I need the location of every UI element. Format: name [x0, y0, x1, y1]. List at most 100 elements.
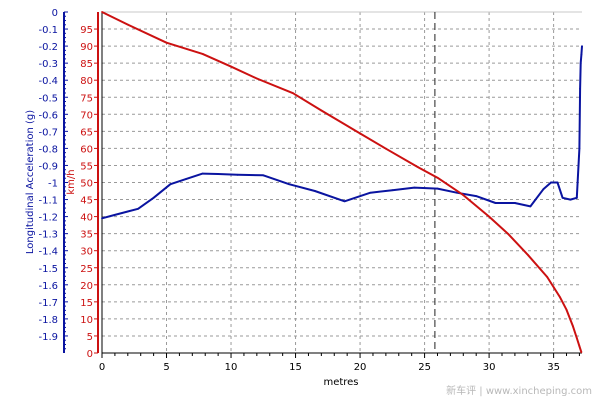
left-tick-label: -0.1 — [38, 25, 58, 36]
speed-point — [230, 65, 232, 68]
right-tick-label: 65 — [80, 127, 93, 138]
speed-point — [488, 215, 490, 218]
speed-point — [575, 337, 578, 339]
acceleration-point — [550, 181, 552, 184]
left-tick-label: -1.9 — [38, 332, 58, 343]
x-axis: 0 5 10 15 20 25 30 35 — [99, 353, 580, 373]
right-tick-label: 15 — [80, 298, 93, 309]
acceleration-point — [556, 181, 559, 184]
x-tick-label: 5 — [163, 362, 169, 373]
left-tick-label: -1.8 — [38, 315, 58, 326]
acceleration-point — [169, 183, 172, 186]
acceleration-point — [579, 87, 581, 90]
acceleration-point — [262, 174, 265, 177]
speed-point — [526, 253, 529, 256]
right-tick-label: 0 — [87, 349, 93, 360]
right-tick-label: 55 — [80, 161, 93, 172]
left-axis: 0 -0.1 -0.2 -0.3 -0.4 -0.5 -0.6 -0.7 -0.8 -0.9 -1 -… — [38, 8, 68, 353]
acceleration-point — [514, 202, 516, 204]
speed-point — [384, 147, 387, 150]
left-tick-label: -1.2 — [38, 213, 58, 224]
acceleration-point — [152, 196, 155, 199]
speed-point — [462, 194, 465, 197]
speed-point — [165, 41, 168, 44]
acceleration-point — [494, 202, 497, 204]
left-tick-label: -0.7 — [38, 127, 58, 138]
acceleration-point — [236, 173, 239, 176]
acceleration-point — [578, 147, 581, 150]
x-tick-label: 0 — [99, 362, 105, 373]
acceleration-series-line — [101, 46, 583, 220]
acceleration-point — [436, 187, 439, 190]
grid — [102, 12, 582, 353]
speed-point — [546, 276, 549, 278]
left-tick-label: -1.1 — [38, 196, 58, 207]
left-tick-label: 0 — [52, 8, 58, 19]
speed-point — [101, 11, 103, 13]
acceleration-point — [137, 207, 140, 210]
right-tick-label: 85 — [80, 59, 93, 70]
x-tick-label: 15 — [289, 362, 302, 373]
speed-point — [572, 325, 574, 328]
series-layer — [101, 11, 583, 354]
right-tick-label: 30 — [80, 247, 93, 258]
x-tick-label: 25 — [418, 362, 431, 373]
right-tick-label: 70 — [80, 110, 93, 121]
acceleration-point — [579, 62, 582, 65]
speed-point — [578, 345, 581, 348]
acceleration-point — [581, 45, 583, 47]
left-tick-label: -0.5 — [38, 93, 58, 104]
right-axis-title: km/h — [66, 169, 77, 194]
acceleration-point — [314, 190, 316, 192]
acceleration-point — [475, 195, 478, 198]
right-tick-label: 20 — [80, 281, 93, 292]
right-tick-label: 50 — [80, 179, 93, 190]
left-tick-label: -0.4 — [38, 76, 58, 87]
right-tick-label: 60 — [80, 144, 93, 155]
right-tick-label: 95 — [80, 25, 93, 36]
acceleration-point — [413, 186, 416, 189]
right-tick-label: 90 — [80, 42, 93, 53]
x-tick-label: 30 — [483, 362, 496, 373]
left-axis-title: Longitudinal Acceleration (g) — [25, 110, 36, 254]
plot-frame — [101, 11, 582, 354]
acceleration-point — [529, 205, 532, 208]
speed-point — [436, 176, 439, 179]
speed-point — [565, 308, 568, 311]
acceleration-point — [288, 183, 290, 186]
x-tick-label: 20 — [354, 362, 367, 373]
left-tick-label: -1.5 — [38, 264, 58, 275]
acceleration-point — [455, 191, 458, 194]
left-tick-label: -0.6 — [38, 110, 58, 121]
x-tick-label: 35 — [547, 362, 560, 373]
acceleration-point — [542, 188, 545, 191]
left-tick-label: -0.2 — [38, 42, 58, 53]
speed-point — [580, 351, 583, 354]
right-tick-label: 75 — [80, 93, 93, 104]
acceleration-point — [369, 191, 372, 194]
speed-point — [507, 233, 510, 236]
right-tick-label: 5 — [87, 332, 93, 343]
acceleration-point — [201, 172, 204, 175]
left-tick-label: -0.8 — [38, 144, 58, 155]
right-tick-label: 10 — [80, 315, 93, 326]
speed-point — [559, 296, 561, 299]
watermark-text: 新车评 | www.xincheping.com — [446, 384, 592, 397]
acceleration-point — [101, 217, 103, 220]
acceleration-point — [569, 198, 572, 201]
acceleration-point — [580, 53, 583, 56]
right-tick-label: 80 — [80, 76, 93, 87]
x-tick-label: 10 — [225, 362, 238, 373]
left-tick-label: -1.7 — [38, 298, 58, 309]
acceleration-point — [391, 189, 394, 192]
left-tick-label: -0.3 — [38, 59, 58, 70]
acceleration-point — [217, 173, 220, 175]
right-tick-label: 25 — [80, 264, 93, 275]
speed-point — [417, 166, 420, 169]
speed-point — [292, 92, 294, 95]
left-tick-label: -1.3 — [38, 230, 58, 241]
acceleration-point — [343, 200, 346, 203]
left-tick-label: -0.9 — [38, 161, 58, 172]
right-tick-label: 35 — [80, 230, 93, 241]
